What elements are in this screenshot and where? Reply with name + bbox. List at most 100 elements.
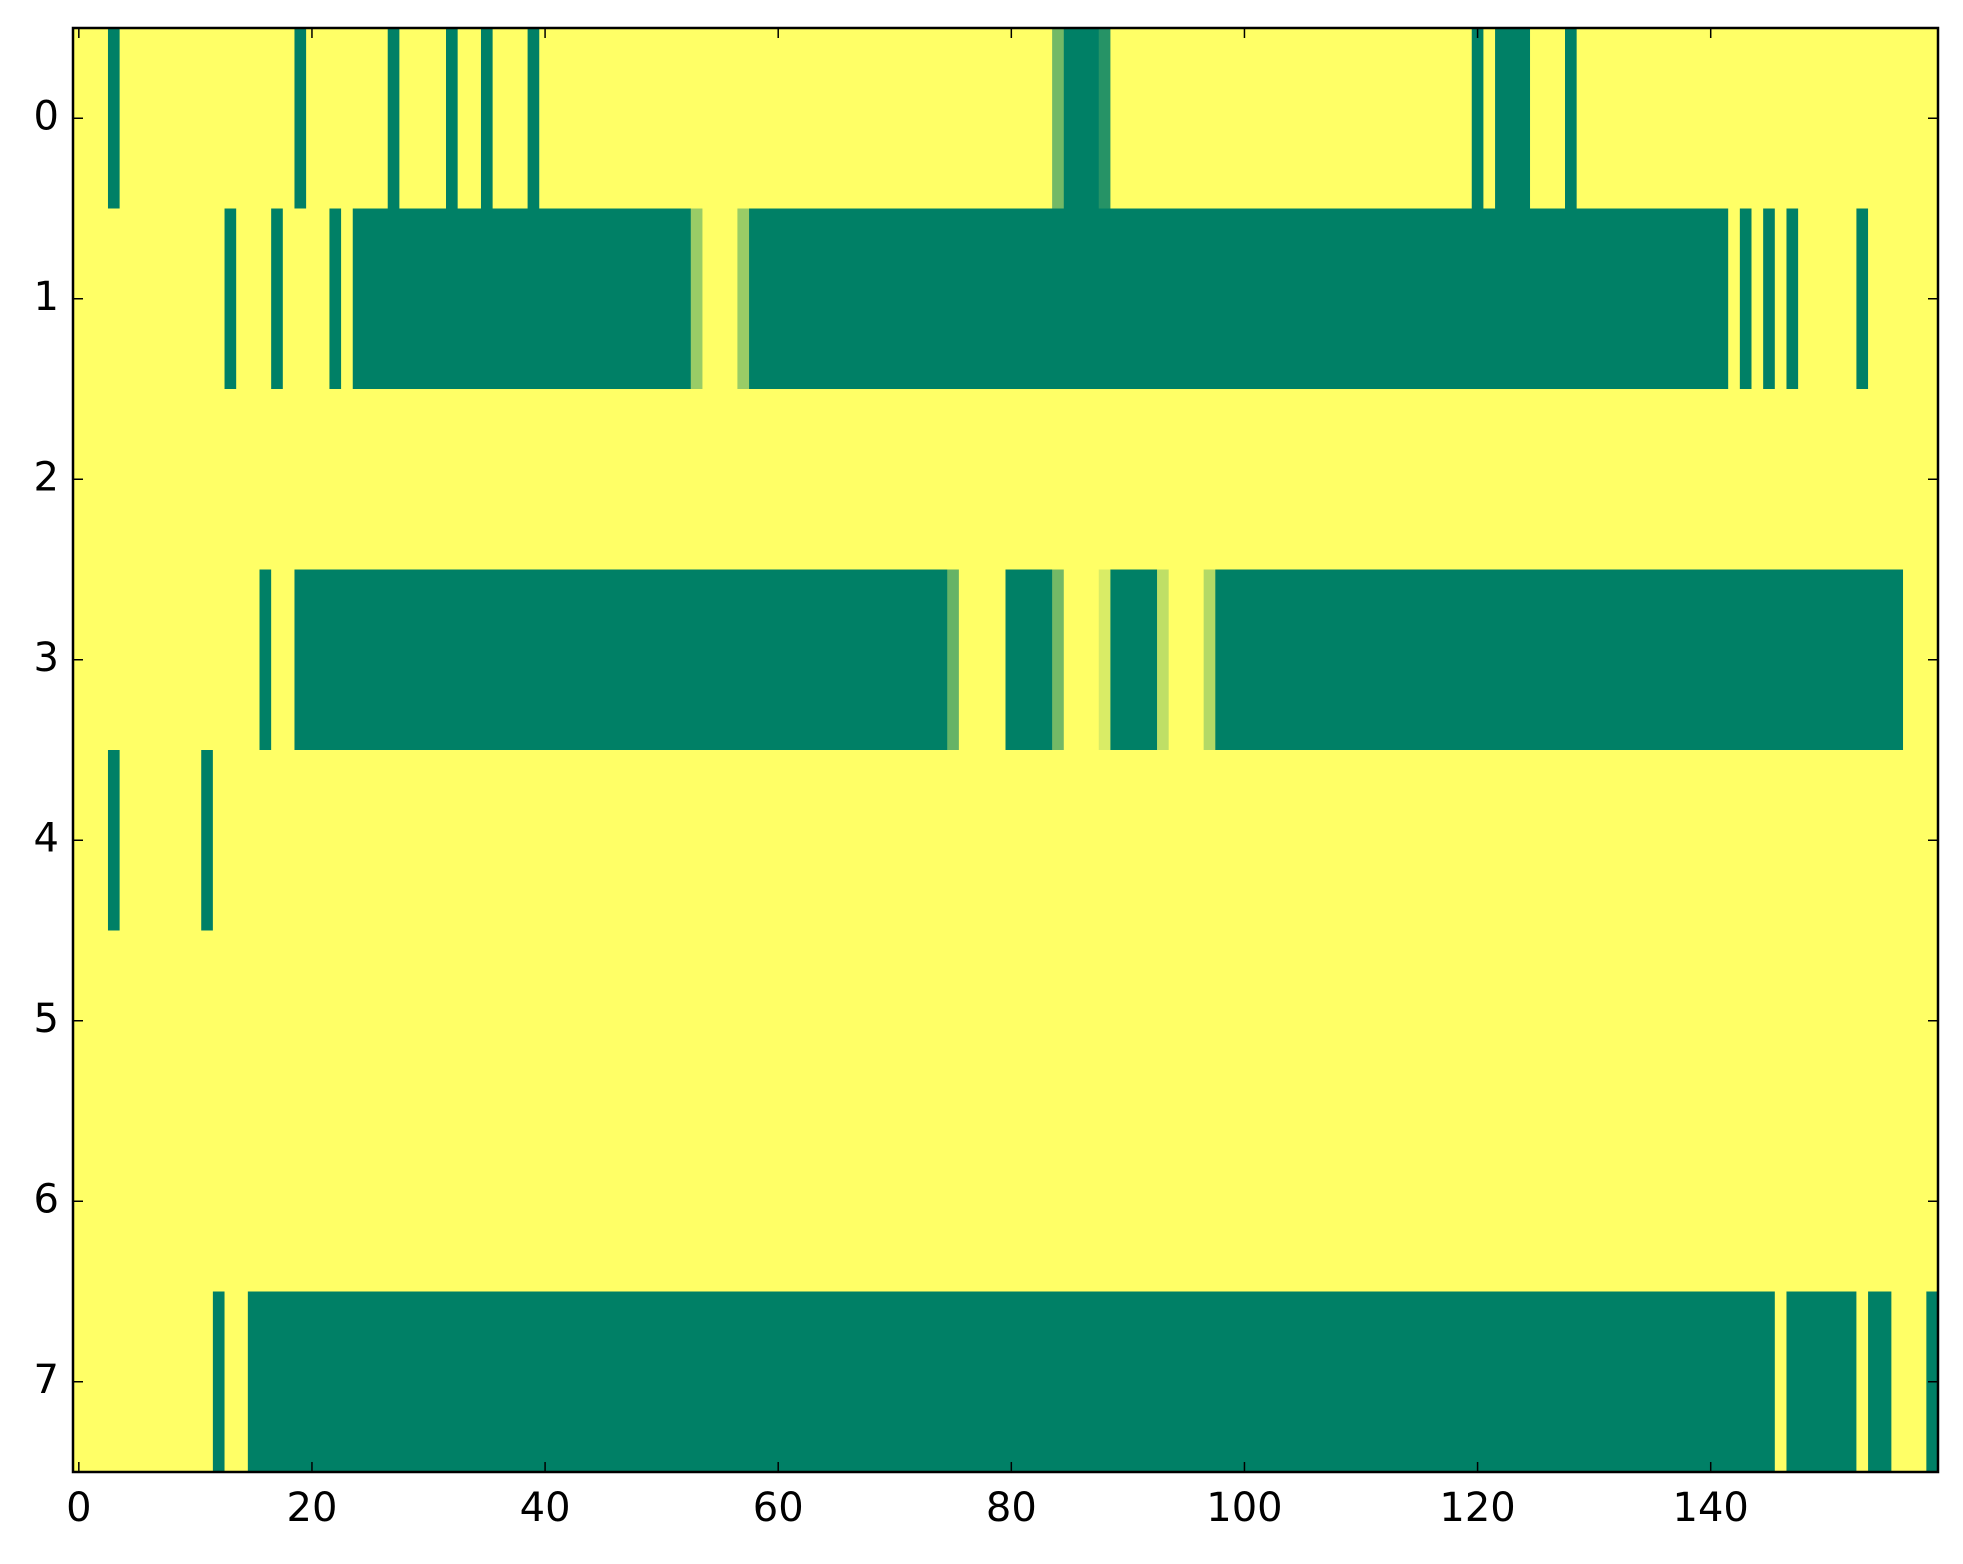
cell	[259, 1111, 272, 1293]
cell	[597, 569, 610, 751]
cell	[877, 750, 890, 932]
cell	[1716, 28, 1729, 210]
cell	[1495, 750, 1508, 932]
cell	[853, 930, 867, 1112]
cell	[632, 389, 645, 571]
cell	[574, 208, 587, 390]
cell	[1308, 28, 1321, 210]
cell	[725, 28, 739, 210]
cell	[1739, 389, 1753, 571]
cell	[411, 750, 424, 932]
cell	[1704, 208, 1718, 390]
cell	[212, 750, 226, 932]
cell	[1110, 930, 1123, 1112]
cell	[795, 1111, 808, 1293]
cell	[457, 1291, 470, 1473]
cell	[527, 750, 540, 932]
cell	[1588, 1111, 1601, 1293]
cell	[1506, 1111, 1519, 1293]
cell	[201, 1111, 214, 1293]
cell	[119, 1111, 132, 1293]
cell	[1226, 208, 1240, 390]
cell	[142, 1291, 156, 1473]
cell	[294, 1111, 307, 1293]
cell	[1098, 1291, 1112, 1473]
cell	[760, 1291, 773, 1473]
cell	[1599, 208, 1613, 390]
cell	[142, 930, 156, 1112]
cell	[1693, 389, 1706, 571]
cell	[504, 389, 517, 571]
cell	[1681, 930, 1694, 1112]
cell	[527, 1291, 540, 1473]
cell	[1180, 930, 1193, 1112]
cell	[1693, 930, 1706, 1112]
cell	[865, 569, 878, 751]
cell	[364, 750, 377, 932]
cell	[865, 389, 878, 571]
cell	[317, 389, 331, 571]
cell	[900, 208, 913, 390]
cell	[1553, 208, 1566, 390]
cell	[725, 930, 739, 1112]
cell	[306, 28, 319, 210]
cell	[84, 208, 97, 390]
cell	[1075, 930, 1088, 1112]
cell	[1774, 208, 1788, 390]
cell	[597, 1111, 610, 1293]
cell	[1704, 28, 1718, 210]
cell	[480, 569, 494, 751]
cell	[1063, 930, 1077, 1112]
cell	[1588, 1291, 1601, 1473]
cell	[574, 389, 587, 571]
cell	[1518, 1291, 1531, 1473]
cell	[585, 28, 599, 210]
x-tick-label: 0	[66, 1485, 91, 1531]
cell	[1833, 1291, 1846, 1473]
cell	[224, 750, 237, 932]
cell	[539, 750, 552, 932]
cell	[1401, 1291, 1415, 1473]
cell	[737, 1111, 750, 1293]
cell	[1751, 1291, 1764, 1473]
cell	[422, 1291, 435, 1473]
cell	[632, 930, 645, 1112]
cell	[1192, 930, 1205, 1112]
cell	[609, 1291, 622, 1473]
cell	[1087, 930, 1100, 1112]
cell	[888, 1291, 902, 1473]
cell	[236, 1291, 249, 1473]
cell	[1390, 1291, 1403, 1473]
cell	[679, 569, 692, 751]
cell	[562, 28, 575, 210]
cell	[422, 750, 435, 932]
cell	[1518, 28, 1531, 210]
cell	[562, 930, 575, 1112]
cell	[1133, 930, 1146, 1112]
cell	[1565, 569, 1578, 751]
cell	[527, 389, 540, 571]
cell	[341, 930, 354, 1112]
cell	[247, 28, 261, 210]
cell	[224, 208, 237, 390]
cell	[1203, 1291, 1216, 1473]
cell	[1530, 1111, 1543, 1293]
cell	[504, 1111, 517, 1293]
cell	[1599, 750, 1613, 932]
cell	[1821, 750, 1834, 932]
cell	[679, 208, 692, 390]
cell	[1868, 750, 1881, 932]
cell	[1320, 28, 1333, 210]
cell	[1751, 1111, 1764, 1293]
cell	[644, 208, 657, 390]
cell	[562, 208, 575, 390]
cell	[119, 750, 132, 932]
cell	[923, 208, 937, 390]
cell	[772, 569, 785, 751]
cell	[364, 1291, 377, 1473]
cell	[1903, 28, 1916, 210]
cell	[888, 930, 902, 1112]
cell	[539, 28, 552, 210]
cell	[1343, 28, 1356, 210]
cell	[632, 569, 645, 751]
